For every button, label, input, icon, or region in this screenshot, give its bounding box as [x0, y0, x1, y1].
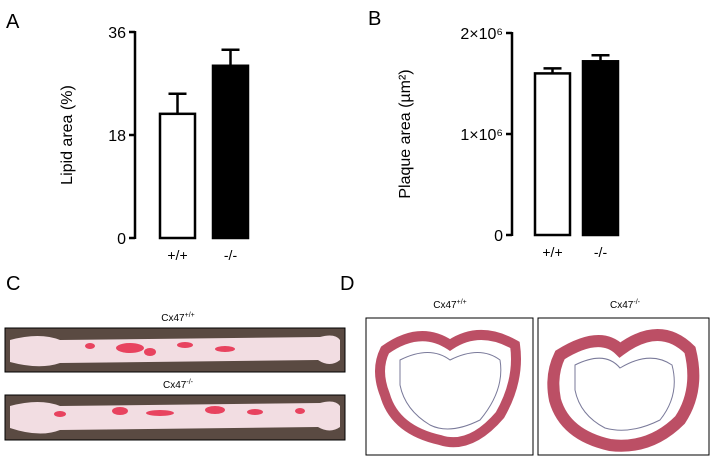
- x-tick-label: -/-: [594, 244, 608, 260]
- image-caption: Cx47-/-: [163, 379, 194, 391]
- bar: [158, 112, 197, 240]
- aorta-image: [4, 327, 346, 373]
- panel-label: A: [6, 11, 20, 33]
- x-tick-label: +/+: [542, 244, 562, 260]
- y-tick-label: 0: [494, 228, 503, 245]
- histology-image: [365, 317, 534, 456]
- image-caption: Cx47+/+: [433, 299, 466, 311]
- histology-image: [537, 317, 710, 456]
- y-tick-label: 1×10⁶: [460, 127, 503, 144]
- caption-text: Cx47: [610, 300, 634, 311]
- x-tick-label: +/+: [167, 247, 187, 263]
- image-caption: Cx47-/-: [610, 299, 641, 311]
- panel-label: C: [6, 273, 20, 295]
- image-caption: Cx47+/+: [161, 312, 194, 324]
- x-tick-label: -/-: [224, 247, 238, 263]
- y-tick-label: 36: [108, 25, 126, 42]
- caption-sup: -/-: [633, 299, 640, 306]
- caption-sup: +/+: [457, 299, 467, 306]
- bar: [211, 64, 250, 240]
- caption-text: Cx47: [161, 313, 185, 324]
- bar: [581, 60, 620, 237]
- y-tick-label: 2×10⁶: [460, 26, 503, 43]
- aorta-image: [4, 394, 346, 441]
- panel-label: D: [340, 273, 354, 295]
- panel-label: B: [368, 8, 381, 30]
- y-tick-label: 18: [108, 128, 126, 145]
- bar: [533, 72, 572, 237]
- caption-text: Cx47: [433, 300, 457, 311]
- y-tick-label: 0: [117, 231, 126, 248]
- caption-text: Cx47: [163, 380, 187, 391]
- caption-sup: -/-: [186, 379, 193, 386]
- y-axis-label: Lipid area (%): [59, 85, 76, 185]
- caption-sup: +/+: [185, 312, 195, 319]
- y-axis-label: Plaque area (µm²): [397, 69, 414, 198]
